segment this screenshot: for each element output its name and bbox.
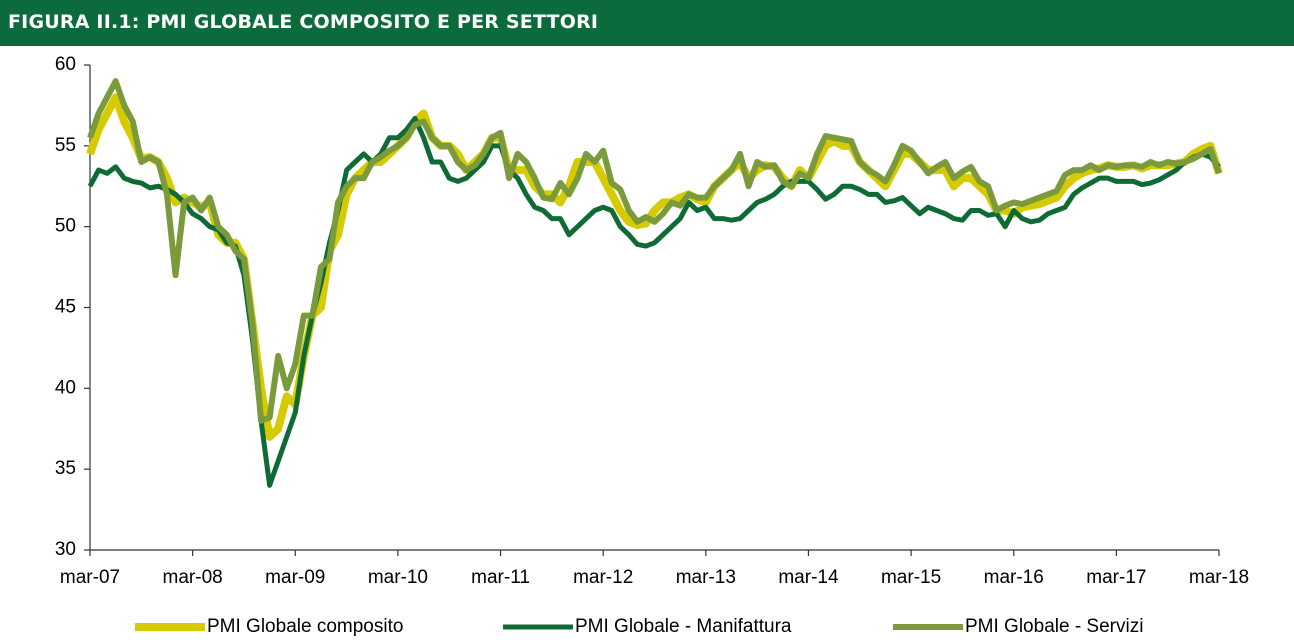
y-tick-label: 30 bbox=[55, 539, 76, 560]
x-tick-label: mar-12 bbox=[573, 567, 633, 588]
x-tick-label: mar-18 bbox=[1189, 567, 1249, 588]
y-tick-label: 55 bbox=[55, 135, 76, 156]
x-tick-label: mar-15 bbox=[881, 567, 941, 588]
series-line bbox=[87, 115, 1221, 488]
x-tick-label: mar-16 bbox=[984, 567, 1044, 588]
legend-label: PMI Globale composito bbox=[207, 616, 403, 637]
y-tick-label: 40 bbox=[55, 377, 76, 398]
x-tick-label: mar-08 bbox=[163, 567, 223, 588]
chart-title: FIGURA II.1: PMI GLOBALE COMPOSITO E PER… bbox=[8, 11, 599, 33]
x-tick-label: mar-07 bbox=[60, 567, 120, 588]
y-tick-label: 50 bbox=[55, 216, 76, 237]
y-tick-label: 35 bbox=[55, 458, 76, 479]
x-tick-label: mar-14 bbox=[778, 567, 839, 588]
y-tick-label: 45 bbox=[55, 297, 76, 318]
title-banner: FIGURA II.1: PMI GLOBALE COMPOSITO E PER… bbox=[0, 0, 1294, 46]
x-tick-label: mar-11 bbox=[471, 567, 530, 588]
legend-label: PMI Globale - Servizi bbox=[965, 616, 1143, 637]
x-tick-label: mar-17 bbox=[1086, 567, 1146, 588]
x-tick-label: mar-10 bbox=[368, 567, 428, 588]
x-tick-label: mar-13 bbox=[676, 567, 736, 588]
series-line bbox=[87, 78, 1222, 424]
x-tick-label: mar-09 bbox=[265, 567, 325, 588]
series-line bbox=[86, 93, 1223, 441]
y-tick-label: 60 bbox=[55, 54, 76, 75]
legend-label: PMI Globale - Manifattura bbox=[575, 616, 792, 637]
